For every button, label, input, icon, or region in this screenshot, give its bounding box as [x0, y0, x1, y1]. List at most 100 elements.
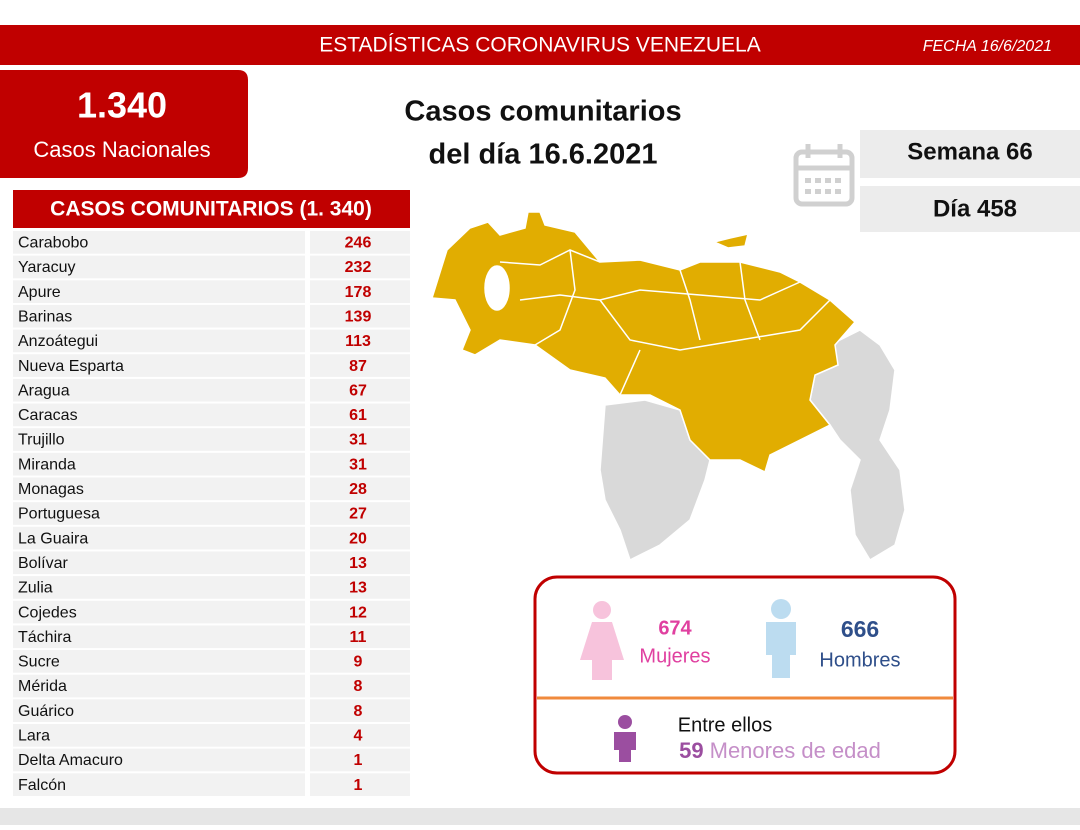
state-cases: 20 [349, 530, 367, 547]
row-name-cell [13, 773, 305, 796]
state-name: Anzoátegui [18, 333, 98, 350]
row-value-cell [310, 526, 410, 550]
state-cases: 13 [349, 555, 367, 572]
row-value-cell [310, 280, 410, 303]
state-name: Barinas [18, 308, 72, 325]
row-name-cell [13, 551, 305, 575]
men-value: 666 [841, 616, 879, 642]
row-value-cell [310, 354, 410, 377]
row-value-cell [310, 477, 410, 501]
state-cases: 12 [349, 604, 367, 621]
map [431, 211, 906, 562]
row-value-cell [310, 600, 410, 624]
child-icon [614, 715, 636, 762]
male-icon [766, 599, 796, 678]
table-header [13, 190, 410, 228]
minors-label: Menores de edad [710, 738, 881, 763]
state-cases: 13 [349, 580, 367, 597]
state-cases: 178 [345, 284, 372, 301]
state-name: Cojedes [18, 604, 77, 621]
row-name-cell [13, 600, 305, 624]
state-cases: 11 [350, 629, 367, 646]
minors-line: 59 Menores de edad [679, 738, 881, 763]
row-value-cell [310, 699, 410, 722]
state-cases: 1 [354, 752, 363, 769]
table-title: CASOS COMUNITARIOS (1. 340) [50, 198, 372, 221]
row-value-cell [310, 378, 410, 402]
row-name-cell [13, 576, 305, 599]
state-cases: 1 [354, 777, 363, 794]
banner-title: ESTADÍSTICAS CORONAVIRUS VENEZUELA [319, 34, 760, 57]
row-value-cell [310, 255, 410, 279]
calendar-dots [805, 178, 841, 194]
row-value-cell [310, 576, 410, 599]
men-label: Hombres [819, 649, 900, 671]
footer-bar [0, 808, 1080, 825]
row-name-cell [13, 526, 305, 550]
state-name: Carabobo [18, 235, 88, 252]
state-cases: 4 [354, 728, 363, 745]
state-name: Sucre [18, 654, 60, 671]
row-value-cell [310, 674, 410, 698]
state-cases: 87 [349, 358, 367, 375]
state-cases: 8 [354, 703, 363, 720]
row-name-cell [13, 674, 305, 698]
row-name-cell [13, 231, 305, 254]
banner [0, 25, 1080, 65]
row-name-cell [13, 403, 305, 427]
state-cases: 9 [354, 654, 363, 671]
row-name-cell [13, 329, 305, 353]
state-cases: 27 [349, 506, 367, 523]
national-label: Casos Nacionales [33, 137, 210, 162]
gender-box [533, 575, 957, 775]
state-name: Guárico [18, 703, 74, 720]
minors-intro: Entre ellos [678, 714, 773, 736]
state-name: Bolívar [18, 555, 68, 572]
state-name: Mérida [18, 678, 67, 695]
row-name-cell [13, 255, 305, 279]
calendar-icon [793, 144, 855, 207]
state-name: Lara [18, 728, 50, 745]
state-cases: 61 [349, 407, 367, 424]
state-cases: 28 [349, 481, 367, 498]
row-value-cell [310, 625, 410, 649]
row-name-cell [13, 280, 305, 303]
row-value-cell [310, 428, 410, 451]
row-value-cell [310, 329, 410, 353]
state-name: Apure [18, 284, 61, 301]
headline-line2: del día 16.6.2021 [429, 139, 658, 171]
state-name: Zulia [18, 580, 53, 597]
row-name-cell [13, 699, 305, 722]
state-name: La Guaira [18, 530, 88, 547]
row-name-cell [13, 650, 305, 673]
row-value-cell [310, 403, 410, 427]
state-name: Caracas [18, 407, 78, 424]
state-name: Monagas [18, 481, 84, 498]
row-name-cell [13, 428, 305, 451]
day: Día 458 [933, 195, 1017, 222]
state-cases: 246 [345, 235, 372, 252]
state-name: Yaracuy [18, 259, 76, 276]
state-name: Delta Amacuro [18, 752, 123, 769]
headline-line1: Casos comunitarios [404, 96, 681, 128]
row-name-cell [13, 477, 305, 501]
state-name: Miranda [18, 456, 76, 473]
week-box [860, 130, 1080, 178]
row-name-cell [13, 748, 305, 772]
state-name: Aragua [18, 382, 70, 399]
women-value: 674 [658, 617, 692, 639]
row-value-cell [310, 748, 410, 772]
row-value-cell [310, 724, 410, 747]
row-value-cell [310, 304, 410, 328]
state-name: Portuguesa [18, 506, 100, 523]
state-cases: 31 [349, 432, 367, 449]
female-icon [580, 601, 624, 680]
row-name-cell [13, 304, 305, 328]
state-cases: 113 [345, 333, 371, 350]
row-value-cell [310, 650, 410, 673]
banner-date: FECHA 16/6/2021 [923, 38, 1052, 55]
state-cases: 139 [345, 308, 372, 325]
state-name: Falcón [18, 777, 66, 794]
row-name-cell [13, 502, 305, 525]
